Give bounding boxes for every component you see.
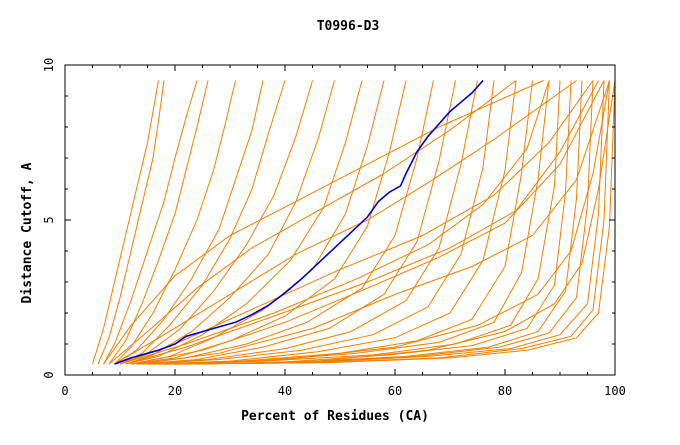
x-tick-label: 0 <box>61 384 68 398</box>
series-line-8 <box>119 80 313 365</box>
axes-layer: 0 20 40 60 80 100 0 5 10 <box>42 58 626 398</box>
x-tick-label: 100 <box>604 384 626 398</box>
x-tick-label: 60 <box>388 384 402 398</box>
x-tick-label: 80 <box>498 384 512 398</box>
y-tick-label: 10 <box>42 58 56 72</box>
highlight-line <box>114 79 484 365</box>
series-line-13 <box>136 80 434 365</box>
series-line-10 <box>125 80 363 365</box>
series-line-31 <box>108 80 517 365</box>
series-line-24 <box>163 80 605 365</box>
series-line-15 <box>141 80 478 365</box>
x-axis-label: Percent of Residues (CA) <box>241 409 429 424</box>
series-line-4 <box>108 80 209 365</box>
y-tick-label: 5 <box>42 216 56 223</box>
series-line-18 <box>147 80 533 365</box>
series-line-32 <box>103 80 544 365</box>
highlight-layer <box>114 79 484 365</box>
y-axis-label: Distance Cutoff, A <box>20 162 35 303</box>
series-line-1 <box>92 80 159 365</box>
x-tick-label: 40 <box>278 384 292 398</box>
series-line-29 <box>119 80 594 365</box>
x-tick-label: 20 <box>168 384 182 398</box>
series-line-3 <box>103 80 198 365</box>
series-line-36 <box>119 80 550 365</box>
series-line-23 <box>163 80 594 365</box>
series-line-22 <box>158 80 583 365</box>
series-line-33 <box>130 80 605 365</box>
curves-layer <box>92 80 616 365</box>
series-line-5 <box>114 80 236 365</box>
series-line-34 <box>114 80 577 365</box>
series-line-12 <box>130 80 407 365</box>
series-line-20 <box>152 80 561 365</box>
series-line-17 <box>147 80 517 365</box>
series-line-30 <box>125 80 599 365</box>
series-line-14 <box>136 80 456 365</box>
chart-title: T0996-D3 <box>317 19 380 34</box>
series-line-6 <box>114 80 264 365</box>
series-line-35 <box>136 80 610 365</box>
series-line-16 <box>141 80 495 365</box>
y-tick-label: 0 <box>42 371 56 378</box>
series-line-26 <box>174 80 616 365</box>
series-line-9 <box>125 80 335 365</box>
series-line-7 <box>119 80 286 365</box>
series-line-28 <box>196 80 616 365</box>
series-line-2 <box>97 80 165 365</box>
series-line-27 <box>185 80 610 365</box>
